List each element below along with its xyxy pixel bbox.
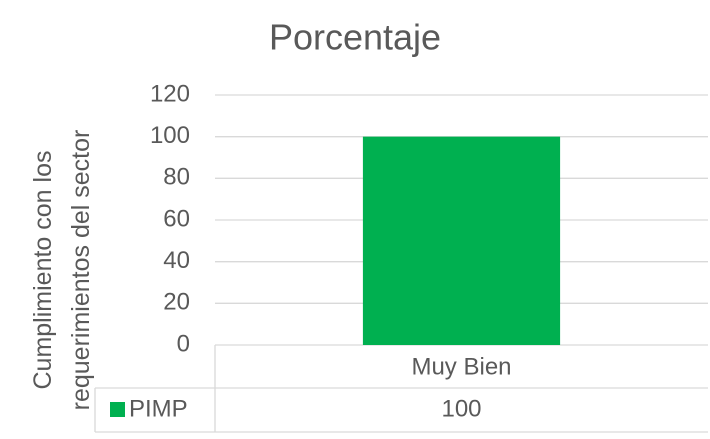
y-axis-label: Cumplimiento con los requerimientos del … [29, 129, 95, 411]
x-tick-label: Muy Bien [411, 353, 511, 380]
legend-label: PIMP [129, 395, 188, 422]
y-tick-label: 120 [150, 80, 190, 107]
bar [362, 136, 561, 345]
y-tick-label: 20 [163, 289, 190, 316]
y-tick-label: 60 [163, 205, 190, 232]
legend-key [110, 402, 125, 417]
y-tick-label: 40 [163, 247, 190, 274]
data-table-value: 100 [441, 395, 481, 422]
y-tick-label: 0 [177, 330, 190, 357]
y-tick-label: 100 [150, 122, 190, 149]
chart-title: Porcentaje [269, 17, 441, 58]
y-tick-label: 80 [163, 164, 190, 191]
